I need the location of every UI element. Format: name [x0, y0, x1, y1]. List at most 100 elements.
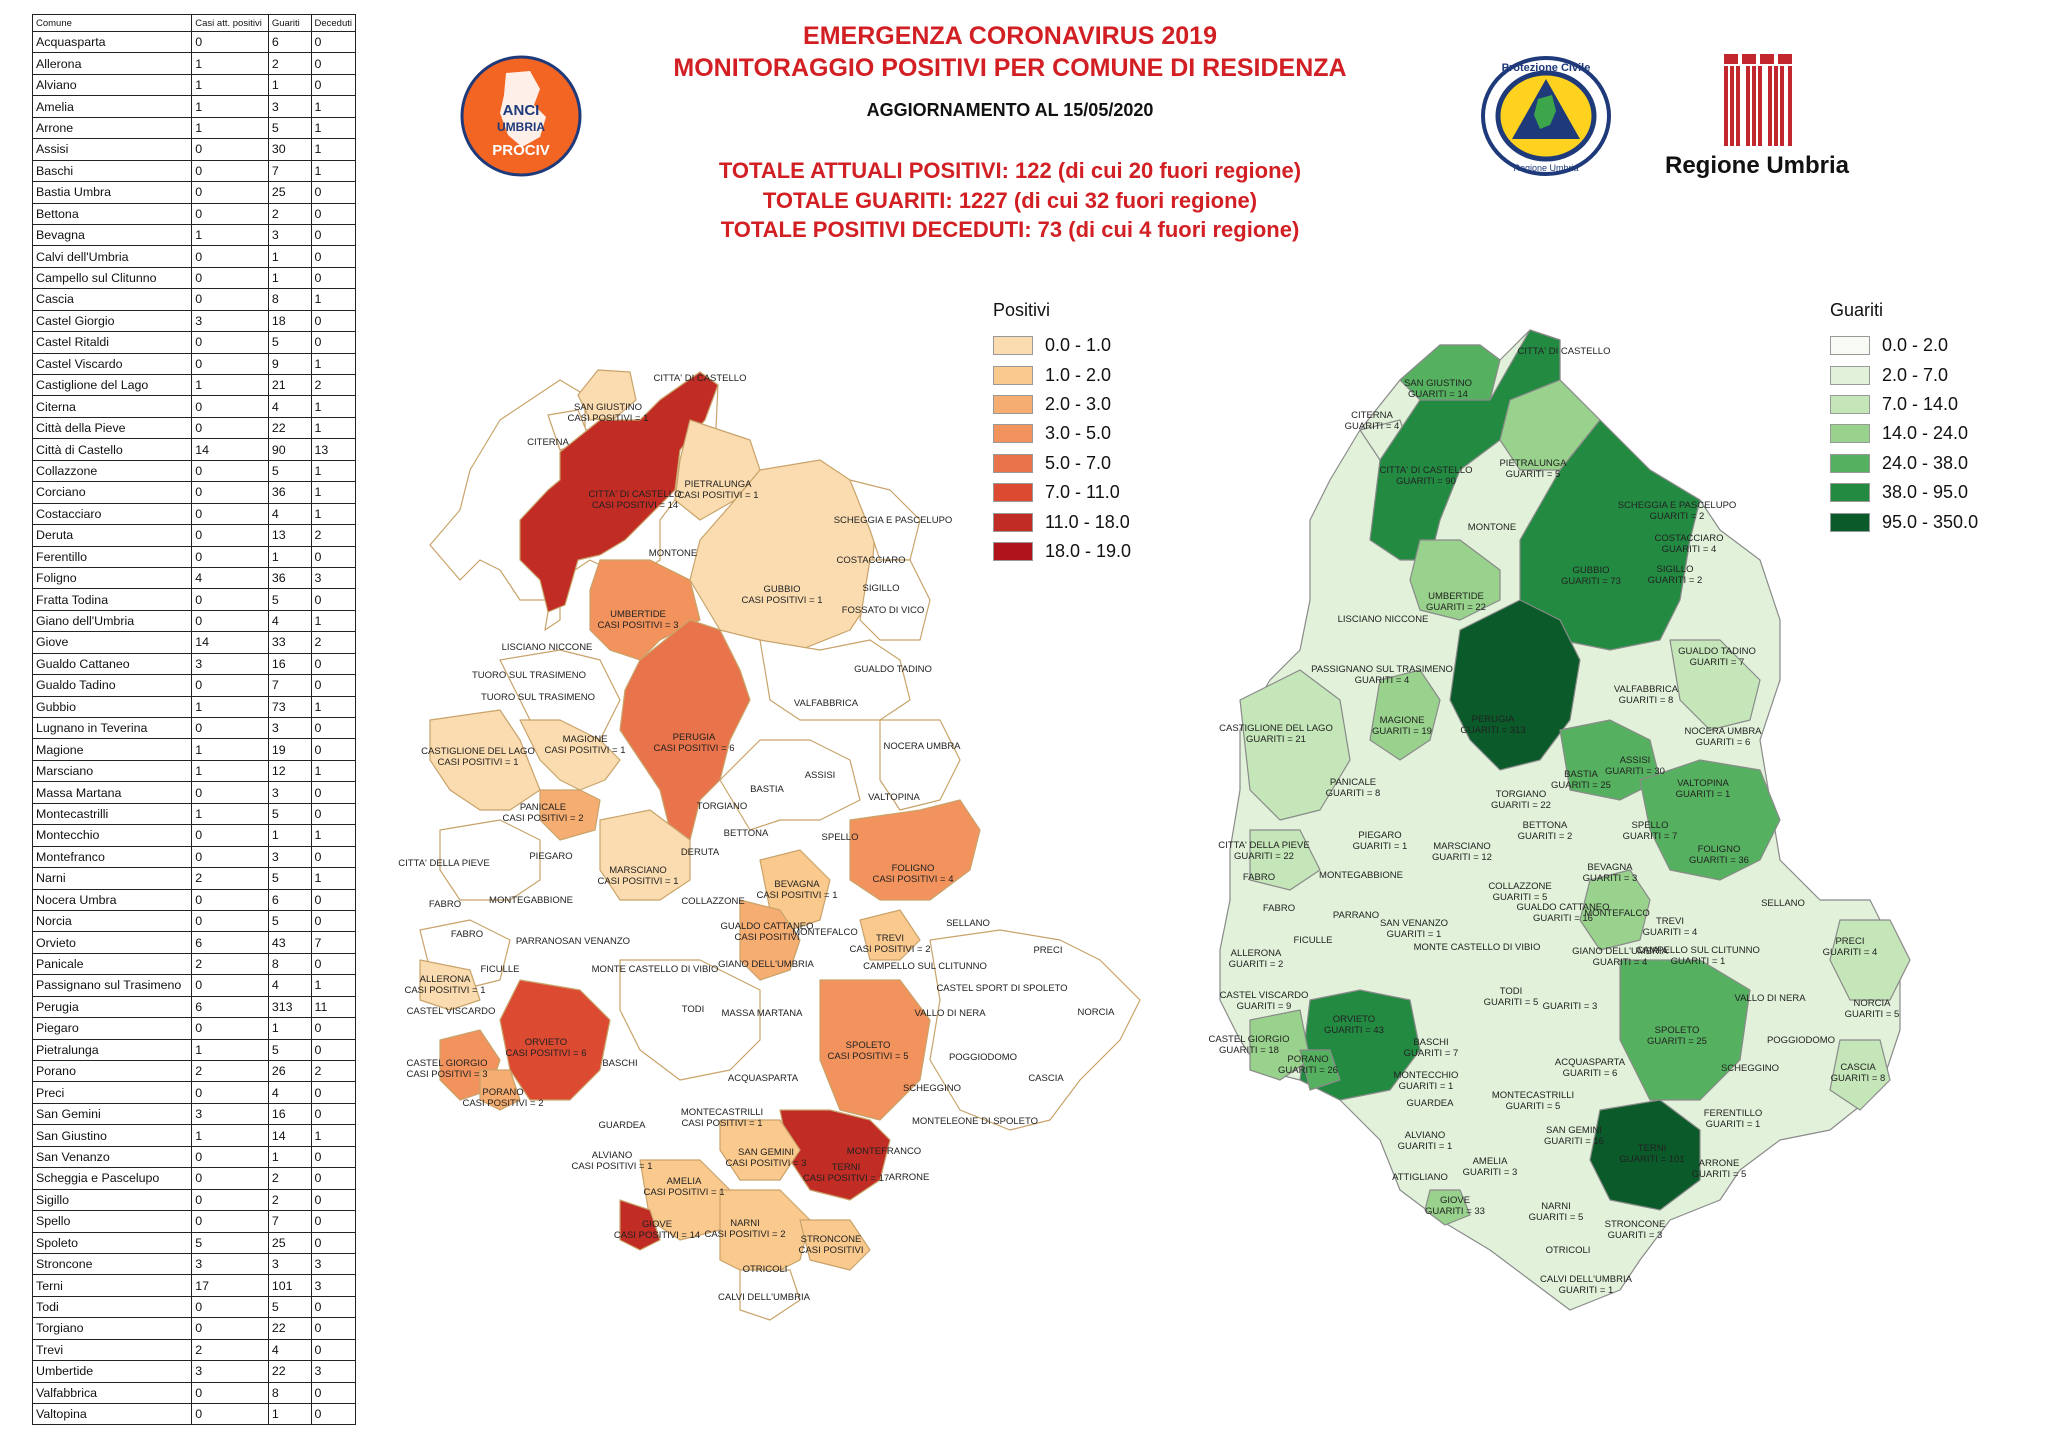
protezione-civile-logo: Protezione Civile Regione Umbria	[1481, 56, 1611, 176]
comune-value-label: GUARITI = 33	[1425, 1206, 1485, 1217]
table-row: Costacciaro 0 4 1	[31, 502, 356, 526]
comune-label: GUALDO CATTANEO	[720, 921, 813, 932]
positivi-cell: 2	[191, 867, 269, 890]
table-row: Magione 1 19 0	[31, 738, 356, 761]
deceduti-cell: 1	[310, 824, 356, 847]
comune-area-perugia	[619, 619, 751, 841]
comune-label: TREVI	[1656, 916, 1684, 927]
guariti-cell: 25	[267, 181, 312, 204]
table-row: Bastia Umbra 0 25 0	[31, 181, 356, 204]
comune-area-castiglione-del-lago	[429, 709, 541, 811]
comune-value-label: GUARITI = 19	[1372, 726, 1432, 737]
comune-label: MONTEGABBIONE	[489, 895, 573, 906]
comune-cell: Gualdo Tadino	[31, 674, 193, 697]
guariti-cell: 5	[267, 867, 312, 890]
comune-cell: Passignano sul Trasimeno	[31, 974, 193, 997]
comune-cell: Bevagna	[31, 223, 193, 247]
comune-value-label: GUARITI = 5	[1529, 1212, 1584, 1223]
legend-label: 3.0 - 5.0	[1045, 423, 1112, 444]
comune-value-label: GUARITI = 18	[1219, 1045, 1279, 1056]
comune-label: CASTIGLIONE DEL LAGO	[1219, 723, 1333, 734]
comune-cell: Bettona	[31, 202, 193, 225]
comune-label: SPELLO	[1632, 820, 1669, 831]
comune-label: CASTEL GIORGIO	[1209, 1034, 1290, 1045]
comune-cell: Narni	[31, 867, 193, 890]
positivi-cell: 0	[191, 1402, 269, 1426]
comune-value-label: GUARITI = 1	[1559, 1285, 1614, 1296]
deceduti-cell: 0	[310, 738, 356, 761]
comune-area-orvieto	[499, 979, 611, 1101]
guariti-cell: 33	[267, 631, 312, 654]
comune-area-giove	[619, 1199, 661, 1251]
comuni-table: Comune Casi att. positivi Guariti Decedu…	[31, 14, 356, 1426]
guariti-cell: 8	[267, 952, 312, 976]
comune-label: PIEGARO	[529, 851, 572, 862]
comune-value-label: CASI POSITIVI = 3	[725, 1158, 806, 1169]
comune-label: FABRO	[1263, 903, 1295, 914]
comune-label: MONTEFALCO	[1584, 908, 1649, 919]
comune-value-label: CASI POSITIVI = 1	[741, 595, 822, 606]
anci-text: ANCI	[503, 102, 540, 119]
table-row: Bevagna 1 3 0	[31, 223, 356, 247]
comune-value-label: GUARITI = 8	[1326, 788, 1381, 799]
comune-value-label: GUARITI = 12	[1432, 852, 1492, 863]
comune-label: FOSSATO DI VICO	[842, 605, 925, 616]
comune-label: SAN VENANZO	[1380, 918, 1448, 929]
table-row: Spello 0 7 0	[31, 1210, 356, 1233]
positivi-cell: 14	[191, 631, 269, 654]
table-row: Calvi dell'Umbria 0 1 0	[31, 245, 356, 268]
legend-swatch	[1830, 336, 1870, 356]
table-row: Deruta 0 13 2	[31, 524, 356, 547]
guariti-cell: 5	[267, 802, 312, 826]
table-row: Passignano sul Trasimeno 0 4 1	[31, 974, 356, 997]
comune-area-castiglione-del-lago	[1239, 669, 1351, 821]
deceduti-cell: 0	[310, 845, 356, 869]
legend-swatch	[993, 483, 1033, 503]
table-row: Umbertide 3 22 3	[31, 1360, 356, 1383]
legend-swatch	[993, 512, 1033, 532]
comune-label: ASSISI	[1620, 755, 1651, 766]
legend-item: 2.0 - 7.0	[1830, 360, 1978, 389]
positivi-cell: 0	[191, 266, 269, 290]
comune-label: ALLERONA	[420, 974, 471, 985]
deceduti-cell: 2	[310, 373, 356, 397]
comune-value-label: CASI POSITIVI	[799, 1245, 864, 1256]
legend-item: 18.0 - 19.0	[993, 537, 1131, 566]
positivi-cell: 0	[191, 202, 269, 225]
comune-area-perugia	[1449, 599, 1581, 771]
comune-area-umbertide	[589, 559, 701, 661]
table-row: Montecchio 0 1 1	[31, 824, 356, 847]
comune-value-label: CASI POSITIVI = 1	[437, 757, 518, 768]
positivi-cell: 1	[191, 116, 269, 140]
comune-label: PANICALE	[520, 802, 566, 813]
table-row: Castiglione del Lago 1 21 2	[31, 373, 356, 397]
comune-area-giove	[1424, 1189, 1471, 1226]
comune-label: CITTA' DELLA PIEVE	[398, 858, 489, 869]
comune-label: UMBERTIDE	[610, 609, 666, 620]
comune-value-label: CASI POSITIVI = 2	[849, 944, 930, 955]
comune-label: MONTEFALCO	[792, 927, 857, 938]
comune-label: POGGIODOMO	[1767, 1035, 1835, 1046]
comune-label: PIEGARO	[1358, 830, 1401, 841]
legend-label: 18.0 - 19.0	[1045, 540, 1132, 561]
positivi-cell: 6	[191, 995, 269, 1019]
comune-value-label: GUARITI = 1	[1353, 841, 1408, 852]
anci-umbria-logo: ANCI UMBRIA PROCIV	[460, 55, 582, 177]
table-row: Castel Giorgio 3 18 0	[31, 309, 356, 333]
legend-label: 5.0 - 7.0	[1045, 452, 1112, 473]
comune-value-label: GUARITI = 16	[1533, 913, 1593, 924]
comune-area-san-giustino	[577, 369, 637, 421]
table-row: Foligno 4 36 3	[31, 566, 356, 590]
deceduti-cell: 0	[310, 952, 356, 976]
comune-label: FICULLE	[1293, 935, 1332, 946]
table-row: Scheggia e Pascelupo 0 2 0	[31, 1167, 356, 1190]
comune-value-label: GUARITI = 7	[1623, 831, 1678, 842]
table-row: Gualdo Cattaneo 3 16 0	[31, 652, 356, 676]
guariti-cell: 1	[267, 1402, 312, 1426]
positivi-cell: 0	[191, 845, 269, 869]
comune-label: PORANO	[1287, 1054, 1328, 1065]
comune-label: CASTIGLIONE DEL LAGO	[421, 746, 535, 757]
comune-label: SCHEGGIA E PASCELUPO	[834, 515, 953, 526]
table-row: Norcia 0 5 0	[31, 909, 356, 933]
table-row: Narni 2 5 1	[31, 867, 356, 890]
